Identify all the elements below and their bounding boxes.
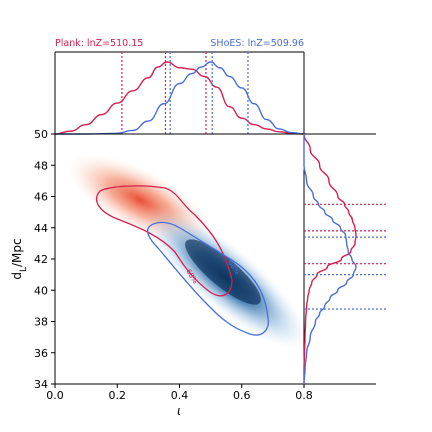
x-axis-label: ι [177, 404, 181, 418]
y-tick-label: 50 [34, 128, 48, 141]
y-tick-label: 42 [34, 253, 48, 266]
y-tick-label: 44 [34, 222, 48, 235]
y-tick-label: 38 [34, 316, 48, 329]
shoes-density-core [185, 239, 261, 305]
x-tick-label: 0.0 [46, 389, 64, 402]
x-tick-label: 0.2 [109, 389, 127, 402]
y-tick-label: 46 [34, 191, 48, 204]
shoes-contour [147, 221, 269, 336]
dl-marginal-curve-1 [303, 133, 357, 385]
joint-panel: 68% 68% 0.0 0.2 0.4 0.6 0.834363840424446485… [34, 128, 313, 402]
legend-planck: Plank: lnZ=510.15 [55, 38, 143, 49]
x-tick-label: 0.4 [171, 389, 189, 402]
iota-marginal-curve-0 [54, 61, 305, 135]
y-axis-label: dL/Mpc [10, 238, 29, 279]
x-tick-label: 0.8 [295, 389, 313, 402]
dl-marginal-curve-0 [303, 133, 357, 384]
top-marginal-panel [54, 51, 305, 135]
x-tick-label: 0.6 [233, 389, 251, 402]
y-tick-label: 34 [34, 378, 48, 391]
y-tick-label: 40 [34, 284, 48, 297]
right-marginal-panel [303, 133, 388, 385]
planck-contour [96, 185, 233, 297]
y-tick-label: 36 [34, 347, 48, 360]
y-tick-label: 48 [34, 159, 48, 172]
legend-shoes: SHoES: lnZ=509.96 [210, 38, 304, 49]
iota-marginal-curve-1 [55, 61, 305, 135]
